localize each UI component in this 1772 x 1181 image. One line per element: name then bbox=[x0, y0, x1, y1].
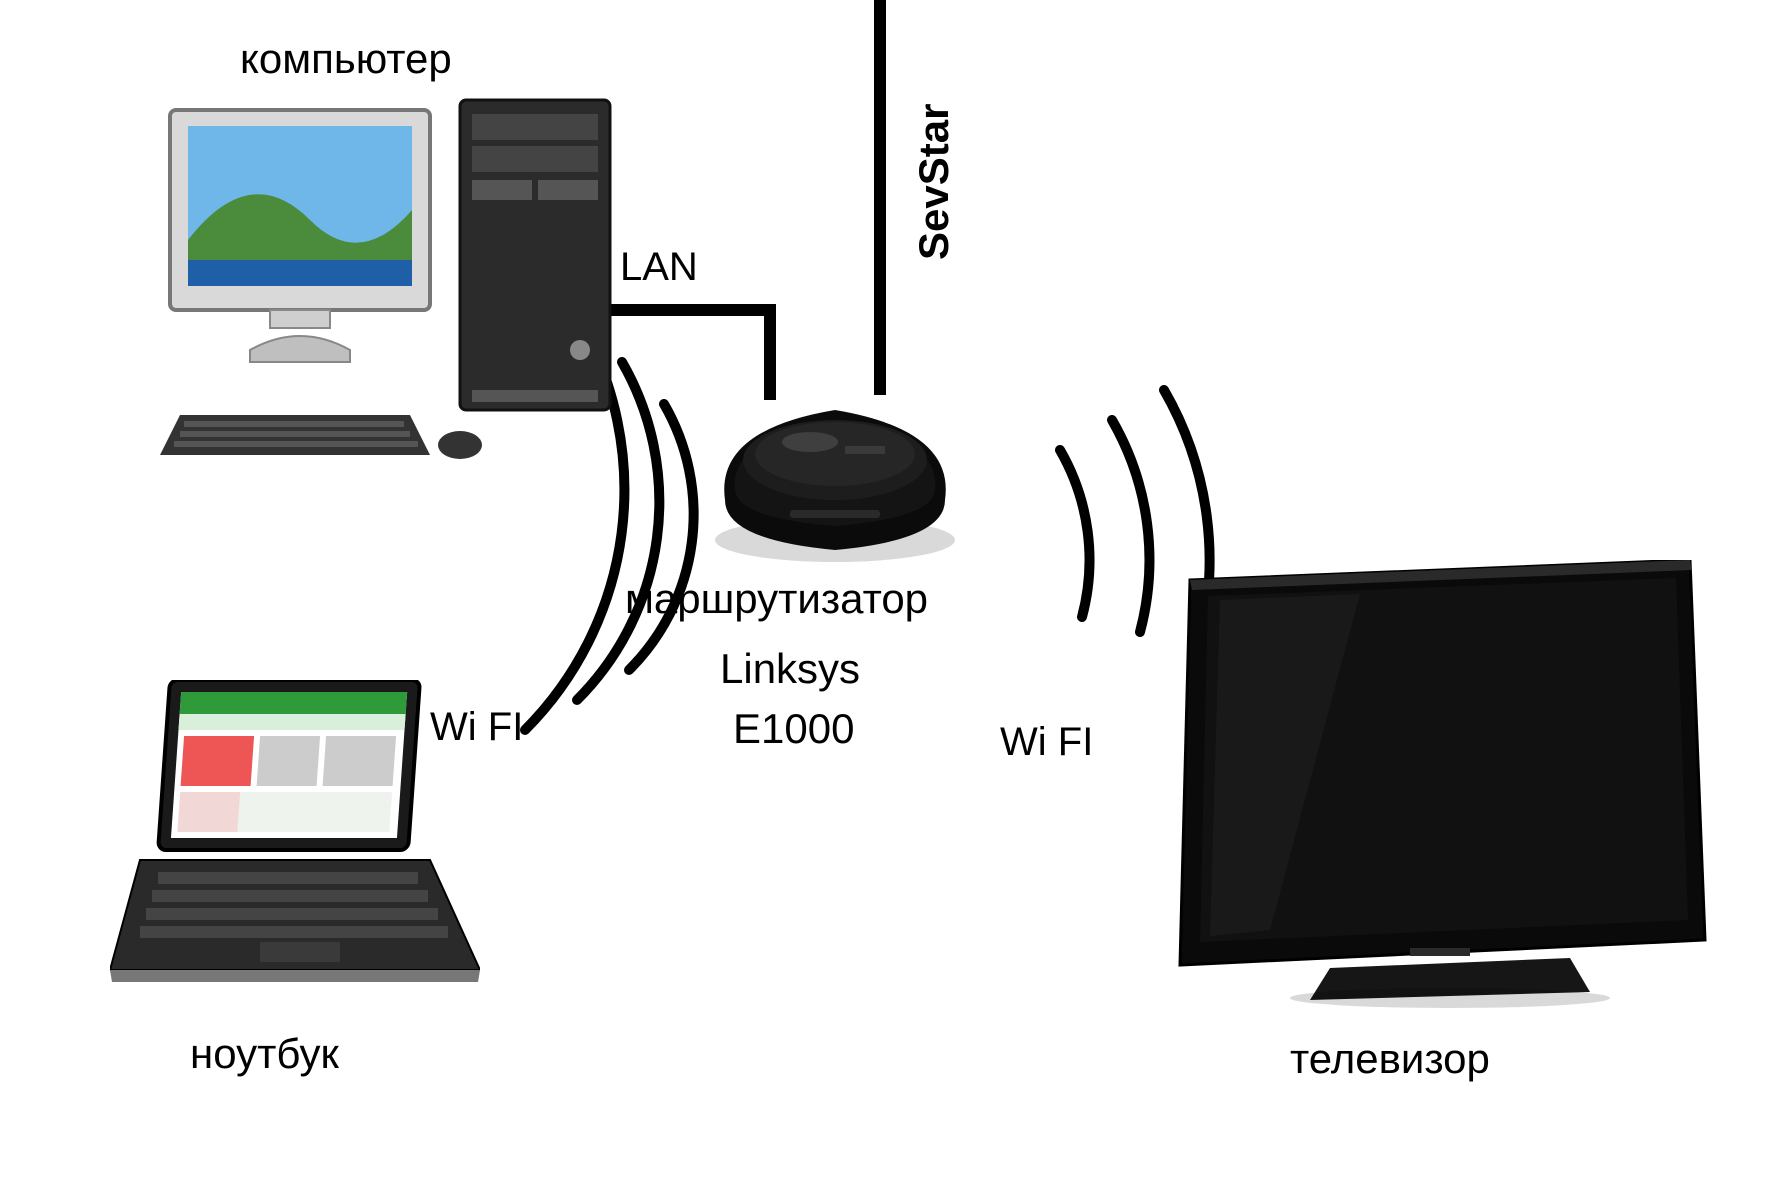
network-diagram: компьютер ноутбук телевизор маршрутизато… bbox=[0, 0, 1772, 1181]
laptop-icon bbox=[110, 680, 480, 990]
computer-icon bbox=[160, 90, 620, 470]
router-icon bbox=[695, 390, 975, 570]
tv-icon bbox=[1150, 560, 1710, 1010]
